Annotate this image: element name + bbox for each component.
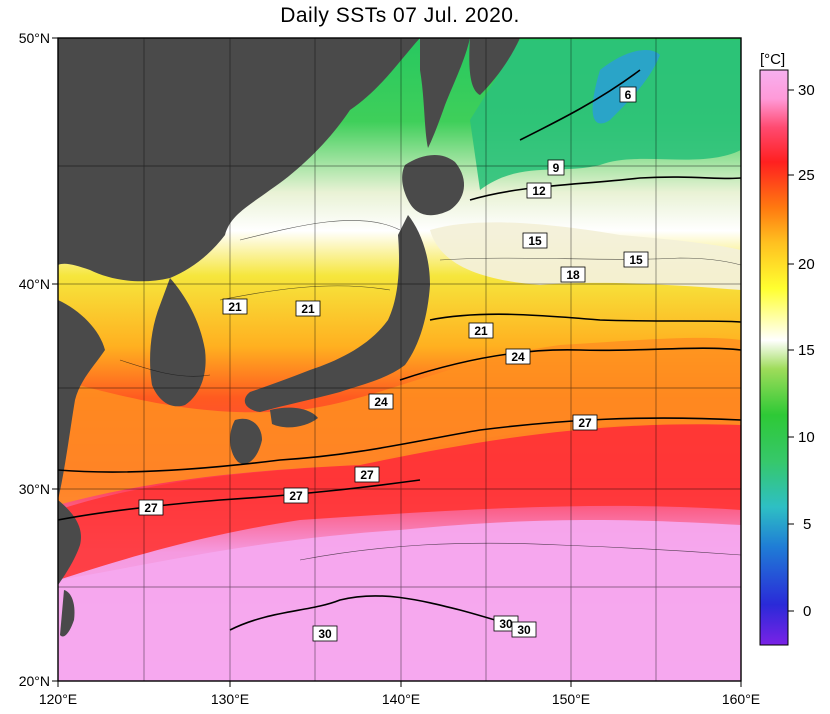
lon-label-130: 130°E: [211, 691, 249, 707]
korean-peninsula: [150, 278, 206, 407]
isotherm-label: 9: [547, 159, 565, 176]
svg-text:12: 12: [532, 184, 546, 198]
colorbar-tick-10: 10: [798, 429, 815, 446]
colorbar-tick-25: 25: [798, 167, 815, 184]
isotherm-label: 21: [468, 322, 494, 339]
svg-text:6: 6: [625, 88, 632, 102]
hokkaido: [402, 154, 465, 216]
lon-label-140: 140°E: [382, 691, 420, 707]
isotherm-line: [399, 347, 741, 381]
isotherm-line: [239, 220, 401, 241]
svg-text:9: 9: [553, 161, 560, 175]
svg-text:24: 24: [511, 350, 525, 364]
lon-label-160: 160°E: [722, 691, 760, 707]
warm-pool: [58, 520, 741, 681]
svg-text:27: 27: [360, 468, 374, 482]
colorbar-tick-0: 0: [803, 603, 811, 620]
isotherm-line: [58, 479, 421, 521]
isotherm-label: 24: [505, 348, 531, 365]
colorbar-tick-5: 5: [803, 516, 811, 533]
svg-text:24: 24: [374, 395, 388, 409]
colorbar-scale: [759, 69, 789, 646]
shikoku: [270, 407, 318, 428]
svg-text:27: 27: [578, 416, 592, 430]
isotherm-label: 24: [368, 393, 394, 410]
sakhalin: [420, 38, 470, 148]
lat-label-50: 50°N: [19, 30, 50, 46]
colorbar-tick-20: 20: [798, 256, 815, 273]
okhotsk-coast: [469, 38, 520, 95]
isotherm-line: [229, 595, 531, 631]
svg-text:18: 18: [566, 268, 580, 282]
isotherm-label: 30: [511, 621, 537, 638]
svg-text:30: 30: [517, 623, 531, 637]
isotherm-label: 27: [283, 487, 309, 504]
map-title: Daily SSTs 07 Jul. 2020.: [280, 4, 520, 27]
isotherm-line: [58, 417, 741, 473]
warm-red-band: [58, 424, 741, 580]
svg-text:30: 30: [499, 617, 513, 631]
lon-label-150: 150°E: [552, 691, 590, 707]
lat-lon-grid: [58, 38, 741, 681]
map-area: [58, 38, 741, 681]
lon-label-120: 120°E: [39, 691, 77, 707]
cool-band: [430, 222, 741, 290]
colorbar-unit: [°C]: [760, 51, 785, 68]
svg-text:21: 21: [301, 302, 315, 316]
kyushu: [230, 418, 262, 464]
isotherm-line: [469, 176, 741, 201]
isotherm-line: [299, 542, 741, 561]
isotherm-label: 18: [560, 266, 586, 283]
isotherm-label: 27: [572, 414, 598, 431]
isotherm-label: 21: [222, 298, 248, 315]
svg-text:30: 30: [318, 627, 332, 641]
axis-ticks: [52, 37, 742, 687]
isotherm-label: 30: [312, 625, 338, 642]
isotherm-label: 27: [354, 466, 380, 483]
china-south-coast: [58, 500, 81, 585]
map-frame: [57, 37, 742, 682]
asian-mainland: [58, 38, 420, 282]
lat-label-30: 30°N: [19, 481, 50, 497]
china-coast: [58, 300, 105, 500]
isotherm-label: 6: [619, 86, 637, 103]
svg-text:15: 15: [629, 253, 643, 267]
isotherm-line: [519, 69, 641, 141]
colorbar: [°C] 30 25 20 15 10 5 0: [759, 51, 815, 646]
isotherm-label: 21: [295, 300, 321, 317]
taiwan: [60, 590, 75, 637]
svg-text:15: 15: [528, 234, 542, 248]
isotherm-label: 27: [138, 499, 164, 516]
svg-text:21: 21: [474, 324, 488, 338]
colorbar-tick-15: 15: [798, 342, 815, 359]
isotherm-line: [219, 285, 391, 301]
svg-text:27: 27: [144, 501, 158, 515]
colorbar-tick-30: 30: [798, 82, 815, 99]
isotherm-line: [119, 359, 211, 377]
isotherm-label: 15: [623, 251, 649, 268]
lat-label-20: 20°N: [19, 673, 50, 689]
isotherm-line: [429, 313, 741, 323]
honshu: [244, 215, 430, 412]
orange-band: [58, 337, 741, 505]
isotherm-lines: [58, 69, 741, 631]
isotherm-label: 15: [522, 232, 548, 249]
svg-text:21: 21: [228, 300, 242, 314]
isotherm-label: 12: [526, 182, 552, 199]
lat-label-40: 40°N: [19, 276, 50, 292]
svg-text:27: 27: [289, 489, 303, 503]
